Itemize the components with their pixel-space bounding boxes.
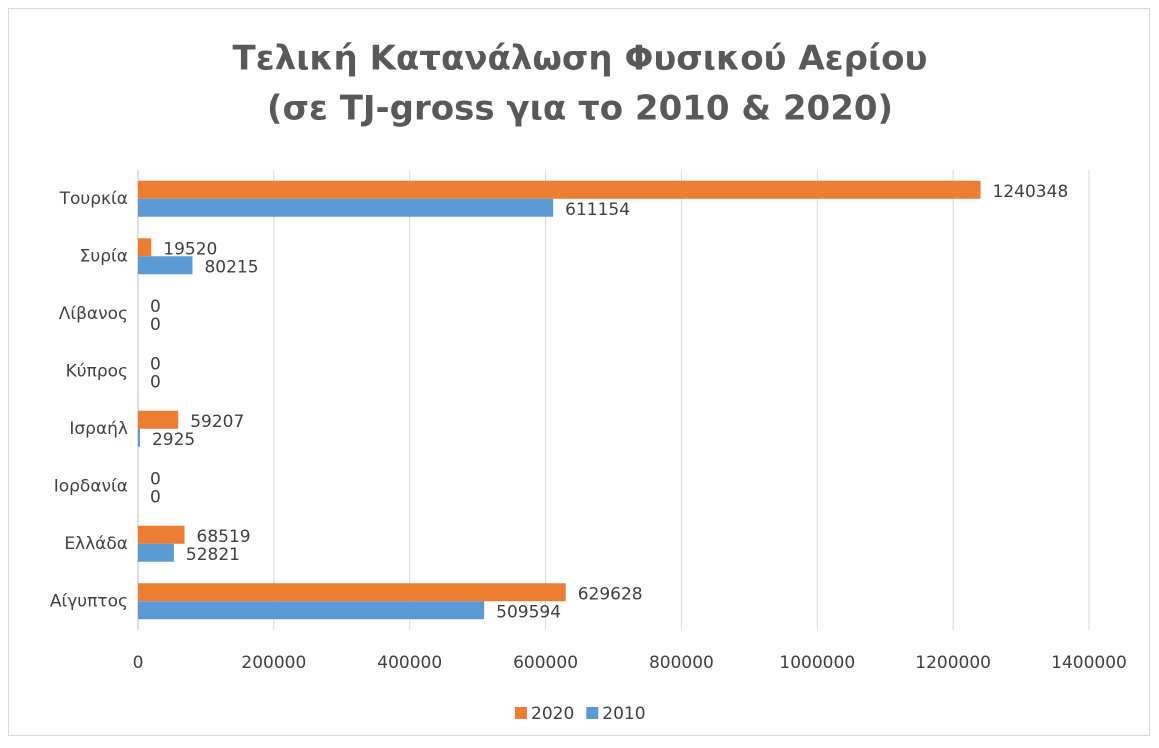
x-tick-label: 0 — [133, 653, 144, 673]
bar — [138, 180, 981, 199]
legend-swatch — [586, 707, 599, 719]
y-tick-label: Συρία — [80, 246, 128, 266]
bar — [138, 583, 566, 602]
y-tick-label: Κύπρος — [66, 361, 128, 381]
x-tick-label: 400000 — [377, 653, 442, 673]
legend-swatch — [515, 707, 527, 719]
data-label: 59207 — [190, 412, 244, 432]
y-tick-label: Ελλάδα — [64, 534, 128, 554]
bar — [138, 238, 152, 257]
legend-label: 2010 — [602, 704, 645, 724]
data-label: 68519 — [197, 527, 251, 547]
data-label: 2925 — [152, 430, 195, 450]
data-label: 1240348 — [993, 182, 1069, 202]
x-tick-label: 1200000 — [915, 653, 991, 673]
data-label: 0 — [150, 487, 161, 507]
data-label: 629628 — [578, 584, 643, 604]
data-label: 19520 — [163, 239, 217, 259]
data-label: 0 — [150, 372, 161, 392]
chart-title: (σε TJ-gross για το 2010 & 2020) — [267, 89, 893, 129]
x-tick-label: 800000 — [649, 653, 714, 673]
x-tick-label: 600000 — [513, 653, 578, 673]
bar — [138, 525, 185, 544]
x-tick-label: 1400000 — [1051, 653, 1127, 673]
data-label: 0 — [150, 354, 161, 374]
data-label: 80215 — [204, 257, 258, 277]
bar — [138, 198, 554, 217]
bar — [138, 256, 193, 275]
legend-label: 2020 — [531, 704, 574, 724]
data-label: 509594 — [496, 602, 561, 622]
data-label: 611154 — [565, 200, 630, 220]
y-tick-label: Τουρκία — [59, 189, 128, 209]
bar — [138, 601, 485, 620]
data-label: 0 — [150, 469, 161, 489]
y-tick-label: Αίγυπτος — [50, 591, 128, 611]
x-tick-label: 1000000 — [779, 653, 855, 673]
data-label: 0 — [150, 297, 161, 317]
bar — [138, 410, 179, 429]
x-tick-label: 200000 — [241, 653, 306, 673]
bar — [138, 428, 140, 447]
data-label: 52821 — [186, 545, 240, 565]
chart-title: Τελική Κατανάλωση Φυσικού Αερίου — [233, 39, 928, 79]
y-tick-label: Ιορδανία — [54, 476, 128, 496]
data-label: 0 — [150, 315, 161, 335]
y-tick-label: Λίβανος — [59, 304, 128, 324]
bar — [138, 543, 174, 562]
y-tick-label: Ισραήλ — [69, 419, 128, 439]
